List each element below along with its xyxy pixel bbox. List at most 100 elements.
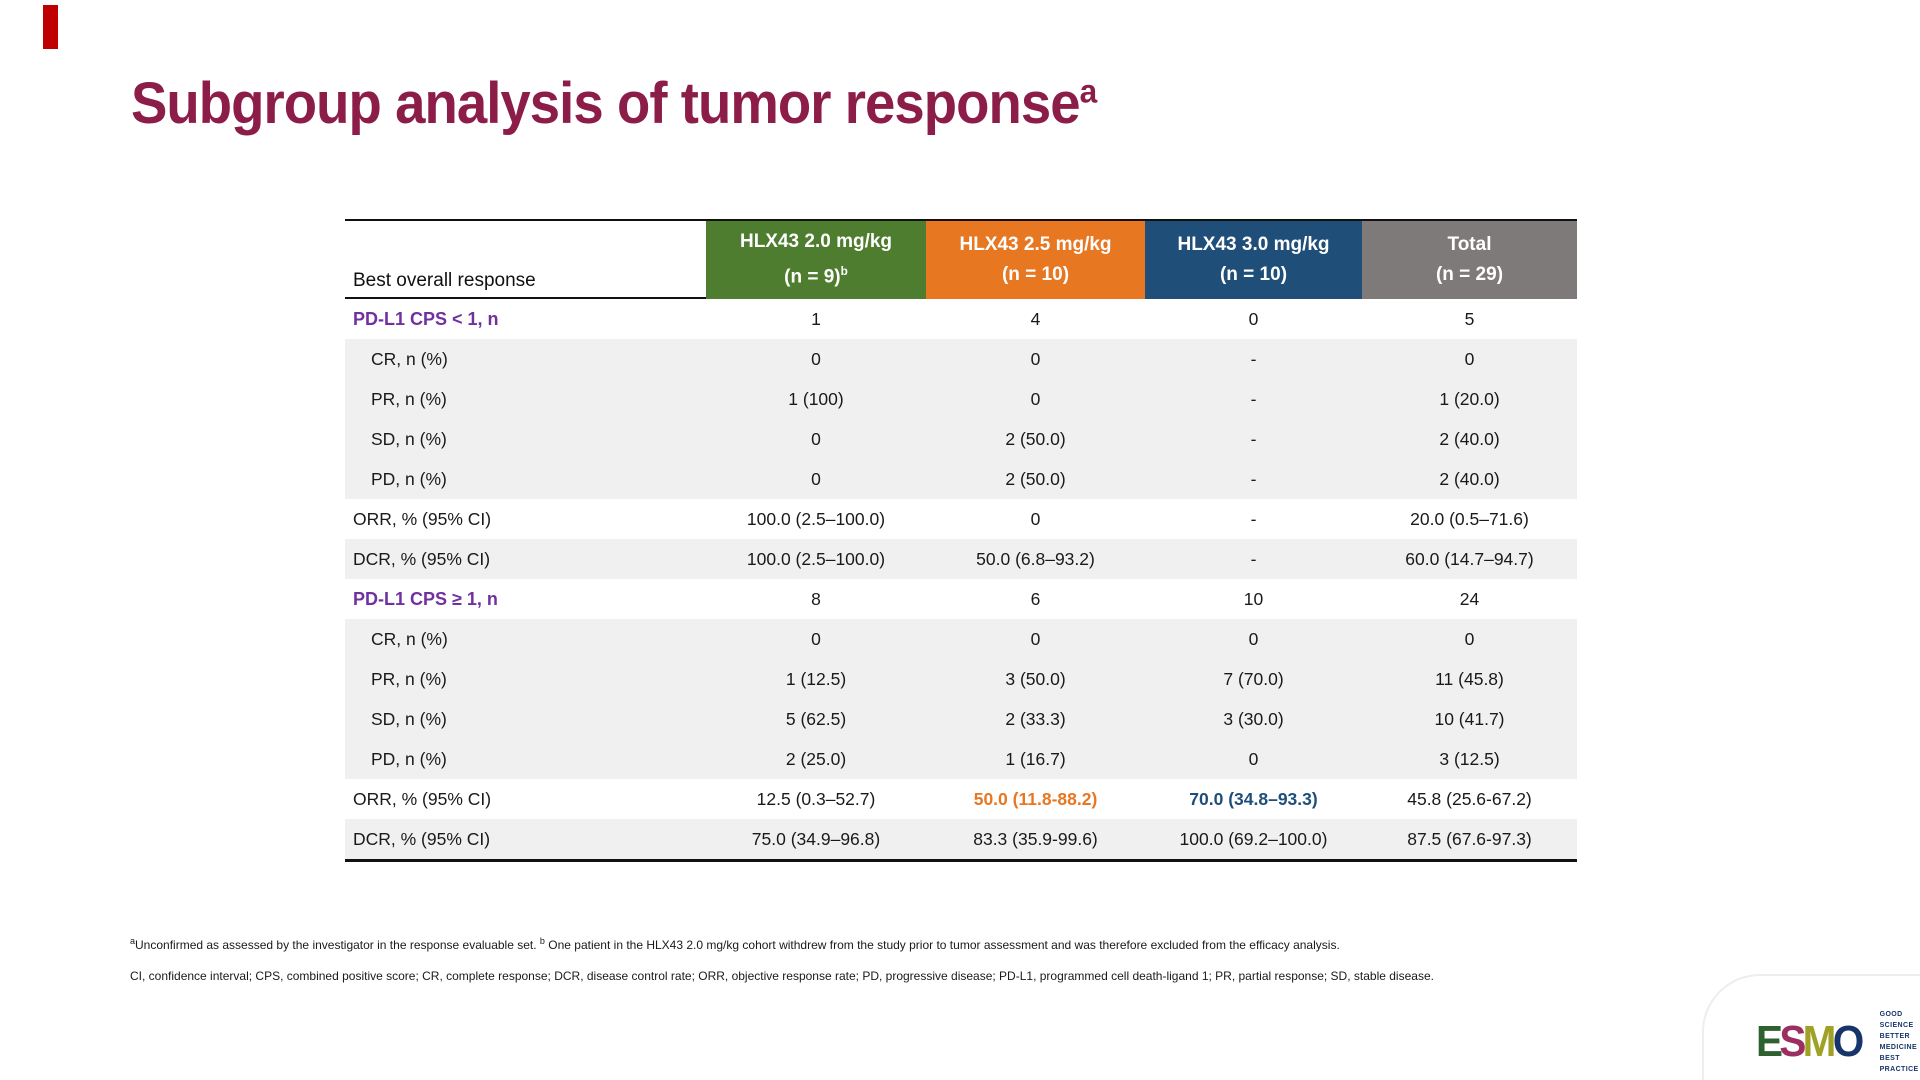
table-cell: - bbox=[1250, 428, 1257, 449]
rounded-corner-decoration bbox=[1702, 974, 1920, 1080]
table-cell: 100.0 (2.5–100.0) bbox=[746, 508, 886, 529]
table-cell: - bbox=[1250, 468, 1257, 489]
esmo-logo-letters: ESMO bbox=[1756, 1020, 1864, 1064]
table-cell: 1 (16.7) bbox=[1005, 748, 1066, 769]
table-cell: 75.0 (34.9–96.8) bbox=[751, 828, 881, 849]
esmo-tagline-line: BETTER MEDICINE bbox=[1879, 1033, 1918, 1051]
esmo-letter: M bbox=[1802, 1017, 1837, 1066]
row-label: ORR, % (95% CI) bbox=[353, 508, 492, 529]
esmo-logo-tagline: GOOD SCIENCE BETTER MEDICINE BEST PRACTICE bbox=[1880, 1009, 1920, 1075]
table-cell: 10 (41.7) bbox=[1434, 708, 1505, 729]
row-label: ORR, % (95% CI) bbox=[353, 788, 492, 809]
table-cell: 12.5 (0.3–52.7) bbox=[756, 788, 876, 809]
table-cell: 0 bbox=[1464, 628, 1475, 649]
column-header-n: (n = 10) bbox=[1001, 264, 1070, 285]
footnote-line-1: aUnconfirmed as assessed by the investig… bbox=[130, 936, 1434, 952]
table-cell: 0 bbox=[1248, 748, 1259, 769]
page-title: Subgroup analysis of tumor responsea bbox=[131, 70, 1098, 137]
table-cell: 3 (12.5) bbox=[1439, 748, 1500, 769]
table-row: PD, n (%) 2 (25.0) 1 (16.7) 0 3 (12.5) bbox=[345, 739, 1577, 779]
table-cell: - bbox=[1250, 548, 1257, 569]
footnote-line-2: CI, confidence interval; CPS, combined p… bbox=[130, 969, 1434, 983]
column-header-n: (n = 9)b bbox=[784, 265, 848, 288]
table-cell: 50.0 (6.8–93.2) bbox=[976, 548, 1095, 569]
table-cell: 1 (12.5) bbox=[785, 668, 847, 689]
footnote-marker-b: b bbox=[539, 936, 545, 946]
table-row: PD-L1 CPS ≥ 1, n 8 6 10 24 bbox=[345, 579, 1577, 619]
table-row: DCR, % (95% CI) 100.0 (2.5–100.0) 50.0 (6.… bbox=[345, 539, 1577, 579]
table-cell: 0 bbox=[1248, 628, 1259, 649]
row-label: SD, n (%) bbox=[371, 708, 447, 729]
row-label: PD-L1 CPS ≥ 1, n bbox=[353, 588, 498, 609]
table-cell: 0 bbox=[1030, 388, 1041, 409]
table-cell: 2 (25.0) bbox=[785, 748, 847, 769]
table-row: PR, n (%) 1 (100) 0 - 1 (20.0) bbox=[345, 379, 1577, 419]
footnote-marker-a: a bbox=[130, 936, 136, 946]
table-cell: 87.5 (67.6-97.3) bbox=[1407, 828, 1532, 849]
page-title-text: Subgroup analysis of tumor response bbox=[131, 71, 1081, 136]
table-cell: 0 bbox=[811, 348, 821, 369]
table-body: PD-L1 CPS < 1, n 1 4 0 5 CR, n (%) 0 0-0 PR, n (… bbox=[345, 299, 1577, 859]
row-label: SD, n (%) bbox=[371, 428, 447, 449]
table-cell: 60.0 (14.7–94.7) bbox=[1405, 548, 1534, 569]
table-row: PR, n (%) 1 (12.5) 3 (50.0) 7 (70.0) 11 (45.… bbox=[345, 659, 1577, 699]
table-cell: 0 bbox=[1030, 348, 1041, 369]
table-cell: 0 bbox=[1030, 508, 1041, 529]
column-header-1: HLX43 2.5 mg/kg (n = 10) bbox=[926, 221, 1145, 299]
column-header-title: Total bbox=[1447, 234, 1492, 255]
row-label: PD, n (%) bbox=[371, 468, 447, 489]
row-label: PR, n (%) bbox=[371, 388, 447, 409]
table-cell: 2 (33.3) bbox=[1005, 708, 1066, 729]
column-header-title: HLX43 2.0 mg/kg bbox=[739, 231, 893, 253]
esmo-letter: E bbox=[1756, 1017, 1783, 1066]
table-cell: 83.3 (35.9-99.6) bbox=[973, 828, 1098, 849]
table-cell: 1 bbox=[811, 308, 821, 329]
row-label: CR, n (%) bbox=[371, 628, 448, 649]
row-label: PD-L1 CPS < 1, n bbox=[353, 308, 499, 329]
table-cell: 70.0 (34.8–93.3) bbox=[1189, 788, 1318, 809]
page-title-superscript: a bbox=[1079, 73, 1098, 111]
column-header-n: (n = 10) bbox=[1219, 264, 1288, 285]
row-label: DCR, % (95% CI) bbox=[353, 548, 491, 569]
row-label: PR, n (%) bbox=[371, 668, 447, 689]
table-row: SD, n (%) 5 (62.5) 2 (33.3) 3 (30.0) 10 (41.… bbox=[345, 699, 1577, 739]
table-cell: 24 bbox=[1459, 588, 1480, 609]
table-cell: 1 (100) bbox=[788, 388, 844, 409]
table-cell: 2 (50.0) bbox=[1005, 468, 1066, 489]
column-header-n: (n = 29) bbox=[1435, 264, 1504, 285]
table-cell: 8 bbox=[811, 588, 821, 609]
footnote-text-a: Unconfirmed as assessed by the investiga… bbox=[135, 938, 540, 952]
table-cell: 2 (50.0) bbox=[1005, 428, 1066, 449]
table-cell: - bbox=[1250, 348, 1257, 369]
table-row: ORR, % (95% CI) 100.0 (2.5–100.0) 0 - 20.0 (… bbox=[345, 499, 1577, 539]
table-cell: 1 (20.0) bbox=[1439, 388, 1500, 409]
table-cell: 100.0 (69.2–100.0) bbox=[1179, 828, 1328, 849]
row-header-label: Best overall response bbox=[353, 270, 536, 291]
esmo-letter: O bbox=[1832, 1017, 1865, 1066]
red-flag-marker bbox=[43, 5, 58, 49]
table-cell: 7 (70.0) bbox=[1223, 668, 1284, 689]
row-header-cell: Best overall response bbox=[345, 221, 706, 299]
table-cell: 0 bbox=[811, 428, 821, 449]
table-row: PD, n (%) 0 2 (50.0) - 2 (40.0) bbox=[345, 459, 1577, 499]
table-row: CR, n (%) 0 0 - 0 bbox=[345, 339, 1577, 379]
column-header-title: HLX43 3.0 mg/kg bbox=[1177, 234, 1330, 255]
table-cell: 5 (62.5) bbox=[785, 708, 847, 729]
table-cell: 2 (40.0) bbox=[1439, 468, 1500, 489]
table-cell: 50.0 (11.8-88.2) bbox=[973, 788, 1098, 809]
footnotes: aUnconfirmed as assessed by the investig… bbox=[130, 936, 1434, 983]
esmo-logo: ESMO GOOD SCIENCE BETTER MEDICINE BEST PRA… bbox=[1756, 1009, 1920, 1075]
column-header-3: Total (n = 29) bbox=[1362, 221, 1577, 299]
esmo-letter: S bbox=[1779, 1017, 1806, 1066]
table-cell: 45.8 (25.6-67.2) bbox=[1407, 788, 1532, 809]
table-cell: 0 bbox=[1030, 628, 1041, 649]
table-cell: 100.0 (2.5–100.0) bbox=[746, 548, 886, 569]
table-cell: 0 bbox=[1464, 348, 1475, 369]
footnote-text-b: One patient in the HLX43 2.0 mg/kg cohor… bbox=[544, 938, 1340, 952]
table-cell: 0 bbox=[1248, 308, 1259, 329]
table-cell: 2 (40.0) bbox=[1439, 428, 1500, 449]
table-row: CR, n (%) 0 0 0 0 bbox=[345, 619, 1577, 659]
column-header-2: HLX43 3.0 mg/kg (n = 10) bbox=[1145, 221, 1362, 299]
esmo-tagline-line: BEST PRACTICE bbox=[1879, 1055, 1919, 1073]
table-header-row: Best overall response HLX43 2.0 mg/kg (n … bbox=[345, 221, 1577, 299]
